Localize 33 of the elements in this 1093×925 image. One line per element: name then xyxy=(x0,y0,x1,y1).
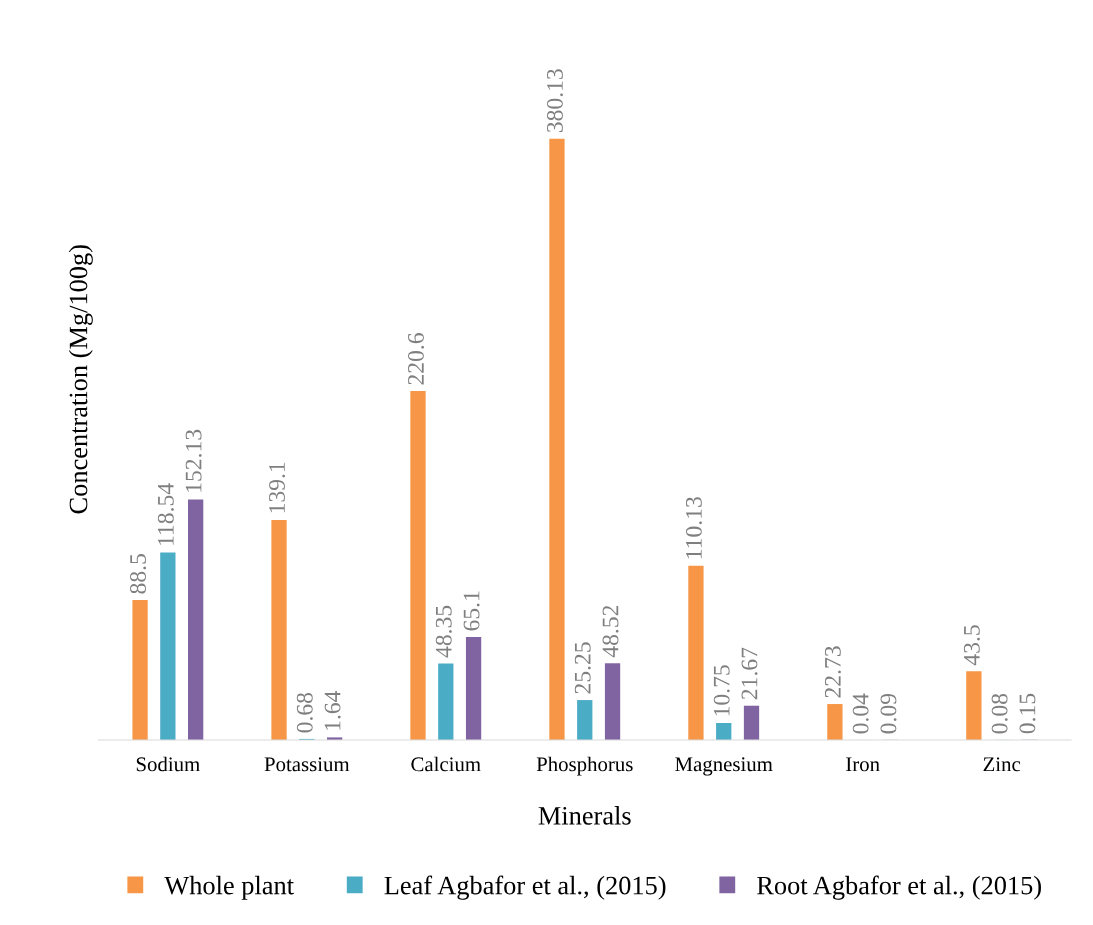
data-label: 0.15 xyxy=(1019,693,1036,734)
x-tick-label: Iron xyxy=(846,757,880,772)
data-label: 10.75 xyxy=(713,665,730,716)
legend-label: Leaf Agbafor et al., (2015) xyxy=(384,875,666,900)
data-label: 21.67 xyxy=(741,647,758,700)
x-tick-label: Potassium xyxy=(264,757,350,772)
x-tick-label: Zinc xyxy=(983,757,1021,772)
data-label: 48.52 xyxy=(602,605,619,658)
data-label: 48.35 xyxy=(435,605,452,658)
data-label: 0.09 xyxy=(880,693,897,734)
data-label: 1.64 xyxy=(324,690,341,730)
data-label: 25.25 xyxy=(574,642,591,694)
x-tick-label: Calcium xyxy=(411,756,481,772)
data-label: 0.04 xyxy=(852,693,869,734)
data-label: 0.68 xyxy=(296,692,313,733)
data-label: 88.5 xyxy=(130,554,147,594)
legend-label: Root Agbafor et al., (2015) xyxy=(757,875,1041,900)
legend-label: Whole plant xyxy=(164,875,294,900)
data-label: 152.13 xyxy=(185,429,202,492)
data-label: 43.5 xyxy=(963,625,980,666)
x-tick-label: Sodium xyxy=(136,756,200,772)
data-label: 0.08 xyxy=(991,693,1008,734)
x-tick-label: Phosphorus xyxy=(536,756,633,776)
x-tick-label: Magnesium xyxy=(675,757,773,776)
data-label: 22.73 xyxy=(824,646,841,698)
data-label: 380.13 xyxy=(546,69,563,133)
data-label: 65.1 xyxy=(463,591,480,631)
data-label: 139.1 xyxy=(269,462,286,513)
data-label: 118.54 xyxy=(157,483,174,545)
data-label: 220.6 xyxy=(407,333,425,385)
y-axis-title: Concentration (Mg/100g) xyxy=(68,245,93,514)
data-label: 110.13 xyxy=(685,497,702,559)
x-axis-title: Minerals xyxy=(538,806,631,825)
